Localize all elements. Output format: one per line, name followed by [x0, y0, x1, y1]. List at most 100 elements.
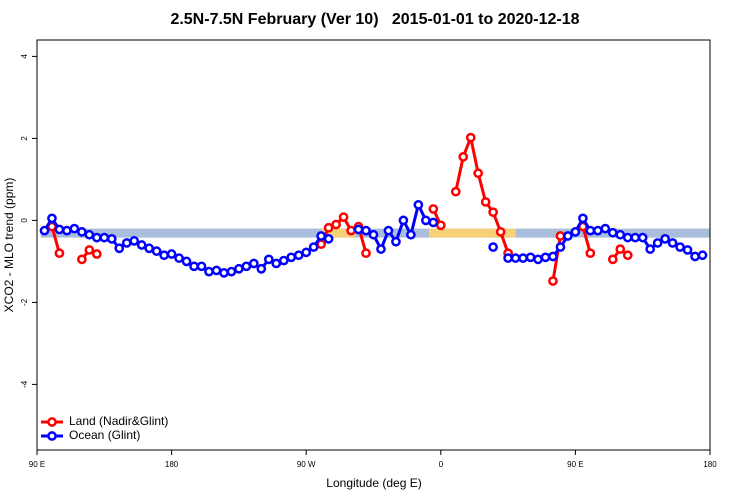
data-point	[667, 238, 678, 248]
data-point	[211, 265, 222, 276]
data-point	[256, 263, 267, 274]
data-point	[585, 248, 596, 259]
data-point	[495, 227, 506, 237]
mask-band	[321, 228, 356, 238]
data-point	[54, 224, 65, 235]
data-point	[622, 250, 633, 261]
x-tick-label: 0	[439, 460, 444, 469]
data-point	[570, 227, 581, 237]
data-point	[234, 263, 244, 274]
data-point	[391, 236, 401, 247]
legend-marker	[47, 417, 57, 427]
y-tick-label: 4	[20, 54, 29, 59]
data-point	[338, 212, 349, 222]
data-point	[533, 254, 543, 265]
data-point	[615, 244, 626, 254]
data-point	[607, 254, 618, 265]
data-point	[263, 254, 274, 265]
data-point	[406, 229, 416, 240]
data-point	[271, 258, 282, 269]
data-point	[578, 213, 588, 224]
data-point	[555, 231, 566, 241]
data-point	[585, 225, 596, 236]
legend-label: Ocean (Glint)	[69, 428, 140, 442]
data-point	[219, 268, 229, 278]
data-point	[54, 248, 65, 259]
y-tick-label: 0	[20, 218, 29, 223]
data-point	[114, 243, 125, 254]
data-point	[637, 232, 648, 243]
data-point	[607, 227, 618, 238]
data-point	[166, 249, 177, 259]
legend-marker	[47, 431, 57, 441]
data-point	[189, 261, 199, 272]
data-point	[480, 197, 491, 207]
data-point	[346, 225, 356, 236]
data-point	[518, 253, 528, 263]
data-point	[331, 219, 341, 230]
data-point	[488, 242, 498, 252]
data-point	[615, 229, 626, 240]
data-point	[308, 242, 319, 252]
data-point	[660, 234, 670, 244]
chart-title: 2.5N-7.5N February (Ver 10) 2015-01-01 t…	[170, 11, 579, 28]
data-point	[129, 236, 140, 246]
data-point	[540, 252, 551, 263]
x-tick-label: 180	[703, 460, 717, 469]
data-point	[181, 256, 192, 267]
data-point	[323, 234, 334, 244]
data-point	[458, 152, 469, 162]
data-point	[383, 225, 394, 236]
data-point	[286, 252, 297, 263]
data-point	[420, 215, 431, 226]
data-point	[563, 231, 573, 241]
data-point	[62, 225, 72, 236]
data-point	[682, 245, 693, 255]
data-point	[555, 242, 566, 252]
data-point	[84, 245, 95, 255]
data-point	[398, 215, 409, 226]
data-point	[106, 234, 117, 244]
data-point	[39, 225, 50, 236]
data-point	[428, 204, 439, 214]
data-point	[376, 244, 386, 254]
data-point	[368, 229, 379, 240]
data-point	[465, 132, 476, 143]
data-point	[690, 251, 700, 262]
data-point	[435, 220, 446, 231]
data-point	[77, 227, 87, 237]
data-point	[548, 251, 558, 262]
data-point	[548, 276, 558, 286]
y-axis-label: XCO2 - MLO trend (ppm)	[2, 178, 16, 313]
data-point	[525, 252, 536, 263]
data-point	[323, 222, 334, 233]
data-point	[159, 250, 169, 261]
data-point	[249, 258, 259, 269]
x-tick-label: 90 E	[567, 460, 583, 469]
data-point	[675, 242, 685, 252]
x-axis-label: Longitude (deg E)	[326, 476, 421, 490]
y-tick-label: 2	[20, 136, 29, 141]
data-point	[645, 244, 656, 254]
data-point	[301, 247, 312, 258]
data-point	[293, 250, 304, 261]
data-point	[316, 231, 327, 241]
x-tick-label: 90 W	[297, 460, 316, 469]
data-point	[196, 261, 207, 272]
data-point	[450, 186, 461, 197]
data-point	[174, 253, 184, 263]
x-tick-label: 180	[165, 460, 179, 469]
data-point	[99, 232, 110, 243]
y-tick-label: -4	[20, 380, 29, 388]
data-point	[91, 232, 102, 243]
data-point	[600, 223, 611, 234]
data-point	[361, 248, 371, 259]
legend: Land (Nadir&Glint)Ocean (Glint)	[41, 414, 168, 442]
data-point	[69, 223, 80, 234]
data-point	[151, 246, 162, 256]
plot-frame	[36, 39, 711, 451]
data-point	[697, 250, 708, 261]
data-point	[77, 254, 87, 265]
data-point	[428, 217, 439, 228]
